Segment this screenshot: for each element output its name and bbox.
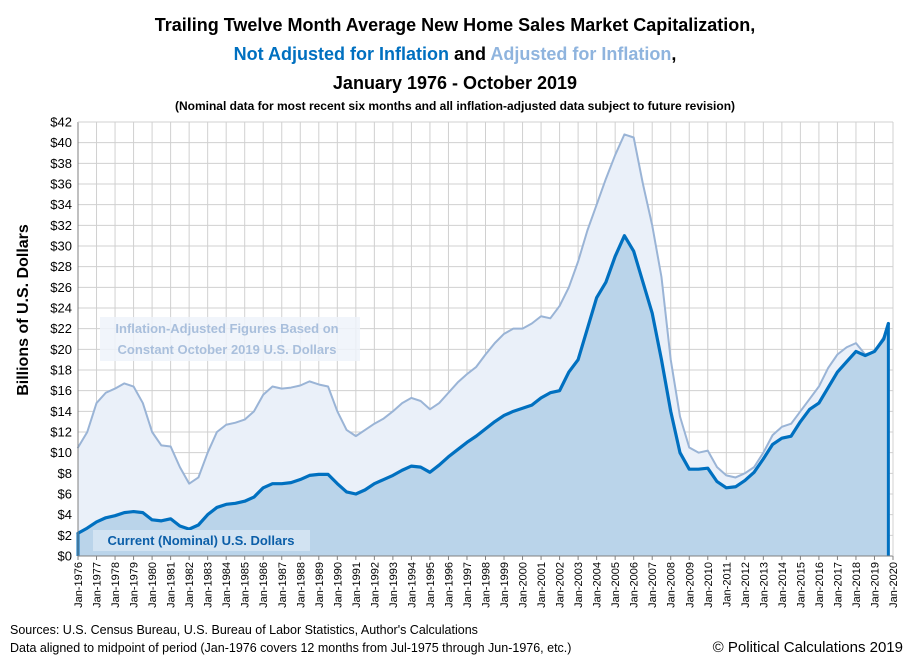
y-tick-label: $12	[50, 425, 72, 440]
x-tick-label: Jan-2006	[629, 562, 641, 608]
credit: © Political Calculations 2019	[713, 639, 903, 656]
x-tick-label: Jan-1983	[203, 562, 215, 608]
x-tick-label: Jan-1996	[443, 562, 455, 608]
x-tick-label: Jan-2018	[851, 562, 863, 608]
title-comma: ,	[671, 44, 676, 64]
y-tick-label: $32	[50, 218, 72, 233]
x-tick-label: Jan-1997	[462, 562, 474, 608]
x-tick-label: Jan-2010	[703, 562, 715, 608]
x-tick-label: Jan-2012	[740, 562, 752, 608]
series-inflation-adjusted-area	[78, 134, 889, 556]
y-tick-labels: $0 $2 $4 $6 $8 $10 $12 $14 $16 $18 $20 $22 $24 $26 $28…	[50, 115, 72, 564]
y-tick-label: $38	[50, 156, 72, 171]
x-tick-label: Jan-2002	[555, 562, 567, 608]
annotation-adjusted-backdrop	[100, 317, 360, 361]
annotation-nominal-backdrop	[93, 530, 310, 551]
annotation-adjusted-line1: Inflation-Adjusted Figures Based on	[115, 321, 338, 336]
x-tick-label: Jan-1976	[73, 562, 85, 608]
x-tick-label: Jan-2014	[777, 562, 789, 608]
y-tick-label: $4	[58, 507, 72, 522]
title-nominal: Not Adjusted for Inflation	[234, 44, 449, 64]
x-tick-label: Jan-2007	[647, 562, 659, 608]
y-tick-label: $14	[50, 404, 72, 419]
x-tick-label: Jan-1981	[166, 562, 178, 608]
x-tick-label: Jan-2005	[610, 562, 622, 608]
source-line-2: Data aligned to midpoint of period (Jan-…	[10, 641, 571, 655]
x-tick-label: Jan-2000	[518, 562, 530, 608]
x-tick-label: Jan-2017	[832, 562, 844, 608]
x-tick-label: Jan-1978	[110, 562, 122, 608]
y-axis-label: Billions of U.S. Dollars	[15, 224, 32, 396]
series-inflation-adjusted-line	[77, 133, 890, 485]
chart-title-line1: Trailing Twelve Month Average New Home S…	[155, 15, 756, 35]
x-tick-label: Jan-1989	[314, 562, 326, 608]
y-tick-label: $34	[50, 197, 72, 212]
y-tick-label: $10	[50, 445, 72, 460]
axes	[77, 121, 894, 560]
x-tick-labels: Jan-1976 Jan-1977 Jan-1978 Jan-1979 Jan-1980…	[73, 562, 900, 608]
x-tick-label: Jan-1977	[92, 562, 104, 608]
y-tick-label: $22	[50, 321, 72, 336]
y-tick-label: $0	[58, 549, 72, 564]
x-tick-label: Jan-1992	[369, 562, 381, 608]
x-tick-label: Jan-1984	[221, 562, 233, 608]
x-tick-label: Jan-1986	[258, 562, 270, 608]
x-tick-label: Jan-2013	[758, 562, 770, 608]
y-tick-label: $30	[50, 239, 72, 254]
x-tick-label: Jan-1982	[184, 562, 196, 608]
chart-title-line2: Not Adjusted for Inflation and Adjusted …	[234, 44, 677, 64]
x-tick-label: Jan-2003	[573, 562, 585, 608]
x-tick-label: Jan-1988	[295, 562, 307, 608]
x-tick-label: Jan-1980	[147, 562, 159, 608]
chart-subtitle: (Nominal data for most recent six months…	[175, 99, 735, 113]
x-tick-label: Jan-1979	[129, 562, 141, 608]
x-tick-label: Jan-2004	[592, 562, 604, 608]
x-tick-label: Jan-1999	[499, 562, 511, 608]
title-and: and	[449, 44, 490, 64]
x-tick-label: Jan-1993	[388, 562, 400, 608]
annotation-adjusted-line2: Constant October 2019 U.S. Dollars	[118, 342, 337, 357]
series-nominal-line	[76, 234, 890, 535]
x-tick-label: Jan-2009	[684, 562, 696, 608]
y-tick-label: $36	[50, 177, 72, 192]
y-tick-label: $28	[50, 259, 72, 274]
y-tick-label: $18	[50, 363, 72, 378]
x-tick-label: Jan-2015	[795, 562, 807, 608]
x-tick-label: Jan-2019	[869, 562, 881, 608]
x-tick-label: Jan-1995	[425, 562, 437, 608]
series-nominal-area	[78, 235, 889, 557]
x-tick-label: Jan-1985	[240, 562, 252, 608]
annotation-nominal: Current (Nominal) U.S. Dollars	[107, 533, 294, 548]
x-tick-label: Jan-2001	[536, 562, 548, 608]
y-tick-label: $26	[50, 280, 72, 295]
x-tick-label: Jan-2016	[814, 562, 826, 608]
y-tick-label: $2	[58, 528, 72, 543]
source-line-1: Sources: U.S. Census Bureau, U.S. Bureau…	[10, 623, 478, 637]
y-tick-label: $16	[50, 383, 72, 398]
x-tick-label: Jan-1991	[351, 562, 363, 608]
y-tick-label: $40	[50, 135, 72, 150]
x-tick-label: Jan-1987	[277, 562, 289, 608]
y-tick-label: $6	[58, 487, 72, 502]
y-tick-label: $24	[50, 301, 72, 316]
y-tick-label: $42	[50, 115, 72, 130]
y-tick-label: $20	[50, 342, 72, 357]
chart-title-line3: January 1976 - October 2019	[333, 73, 577, 93]
x-tick-label: Jan-1998	[481, 562, 493, 608]
title-adjusted: Adjusted for Inflation	[490, 44, 671, 64]
x-tick-label: Jan-1994	[406, 562, 418, 608]
x-tick-label: Jan-2020	[888, 562, 900, 608]
x-tick-label: Jan-1990	[332, 562, 344, 608]
y-tick-label: $8	[58, 466, 72, 481]
x-tick-label: Jan-2008	[666, 562, 678, 608]
x-tick-label: Jan-2011	[721, 562, 733, 607]
